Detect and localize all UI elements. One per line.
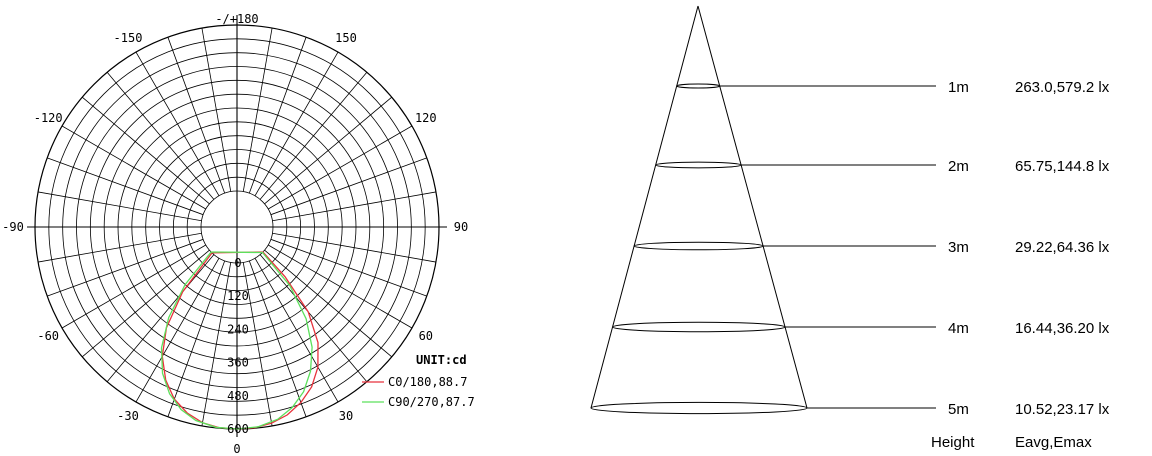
grid-spoke	[267, 125, 413, 210]
grid-spoke	[264, 96, 392, 205]
angle-label: 0	[233, 442, 240, 456]
grid-spoke	[270, 157, 427, 216]
grid-spoke	[248, 37, 307, 194]
grid-spoke	[272, 191, 437, 222]
eavg-emax-column-label: Eavg,Emax	[1015, 434, 1092, 451]
polar-intensity-chart: -/+180 150 -150 120 -120 90 -90 60 -60 30 -30 0 0 12…	[2, 12, 475, 456]
grid-spoke	[135, 257, 220, 403]
grid-spoke	[61, 244, 207, 329]
cone-row: 3m 29.22,64.36 lx	[633, 239, 1110, 256]
radial-label: 0	[234, 256, 241, 270]
height-label: 3m	[948, 239, 969, 256]
radial-label: 120	[227, 289, 249, 303]
illuminance-value: 263.0,579.2 lx	[1015, 79, 1110, 96]
cone-right-edge	[697, 5, 808, 409]
angle-label: 60	[419, 329, 433, 343]
grid-spoke	[270, 238, 427, 297]
grid-spoke	[259, 254, 368, 382]
series-c90-270-curve	[160, 251, 313, 430]
beam-ellipse	[590, 401, 808, 415]
angle-label: 90	[454, 220, 468, 234]
grid-spoke	[82, 96, 210, 205]
radial-label: 360	[227, 356, 249, 370]
illuminance-cone-diagram: 1m 263.0,579.2 lx 2m 65.75,144.8 lx 3m 29.22,…	[590, 5, 1110, 451]
grid-spoke	[254, 257, 339, 403]
grid-spoke	[259, 72, 368, 200]
legend-label-c90: C90/270,87.7	[388, 395, 475, 409]
grid-spoke	[47, 157, 204, 216]
angle-label: -/+180	[215, 12, 258, 26]
beam-ellipse	[676, 83, 721, 89]
grid-spoke	[242, 27, 273, 192]
height-label: 2m	[948, 158, 969, 175]
grid-spoke	[106, 254, 215, 382]
radial-label: 240	[227, 322, 249, 336]
grid-spoke	[248, 260, 307, 417]
cone-row: 1m 263.0,579.2 lx	[676, 79, 1110, 96]
angle-label: 150	[335, 31, 357, 45]
beam-ellipse	[633, 241, 764, 251]
cone-row: 5m 10.52,23.17 lx	[590, 401, 1110, 418]
illuminance-value: 65.75,144.8 lx	[1015, 158, 1110, 175]
radial-label: 600	[227, 422, 249, 436]
grid-spoke	[242, 262, 273, 427]
illuminance-value: 10.52,23.17 lx	[1015, 401, 1110, 418]
grid-spoke	[167, 37, 226, 194]
height-label: 4m	[948, 320, 969, 337]
cone-left-edge	[590, 5, 699, 409]
radial-label: 480	[227, 389, 249, 403]
legend: C0/180,88.7 C90/270,87.7	[362, 375, 475, 409]
grid-spoke	[254, 51, 339, 197]
angle-label: -150	[114, 31, 143, 45]
grid-spoke	[135, 51, 220, 197]
cone-rows: 1m 263.0,579.2 lx 2m 65.75,144.8 lx 3m 29.22,…	[590, 79, 1110, 418]
grid-spoke	[272, 232, 437, 263]
grid-spoke	[267, 244, 413, 329]
angle-labels: -/+180 150 -150 120 -120 90 -90 60 -60 30 -30 0	[2, 12, 468, 456]
height-column-label: Height	[931, 434, 975, 451]
grid-spoke	[37, 191, 202, 222]
radial-labels: 0 120 240 360 480 600	[227, 256, 249, 436]
angle-label: -90	[2, 220, 24, 234]
polar-grid	[27, 15, 447, 437]
grid-spoke	[264, 249, 392, 358]
grid-spoke	[106, 72, 215, 200]
grid-spoke	[37, 232, 202, 263]
legend-label-c0: C0/180,88.7	[388, 375, 467, 389]
angle-label: -60	[37, 329, 59, 343]
height-label: 1m	[948, 79, 969, 96]
grid-spoke	[61, 125, 207, 210]
cone-row: 2m 65.75,144.8 lx	[655, 158, 1110, 175]
unit-label: UNIT:cd	[416, 353, 467, 367]
illuminance-value: 29.22,64.36 lx	[1015, 239, 1110, 256]
angle-label: -120	[34, 111, 63, 125]
angle-label: 120	[415, 111, 437, 125]
beam-ellipse	[655, 161, 742, 169]
polar-series	[160, 251, 319, 430]
grid-spoke	[201, 262, 232, 427]
beam-ellipse	[612, 321, 786, 333]
angle-label: -30	[117, 409, 139, 423]
grid-spoke	[47, 238, 204, 297]
angle-label: 30	[339, 409, 353, 423]
illuminance-value: 16.44,36.20 lx	[1015, 320, 1110, 337]
height-label: 5m	[948, 401, 969, 418]
legend-item-c90: C90/270,87.7	[362, 395, 475, 409]
grid-spoke	[82, 249, 210, 358]
legend-item-c0: C0/180,88.7	[362, 375, 467, 389]
grid-spoke	[167, 260, 226, 417]
grid-spoke	[201, 27, 232, 192]
cone-row: 4m 16.44,36.20 lx	[612, 320, 1110, 337]
